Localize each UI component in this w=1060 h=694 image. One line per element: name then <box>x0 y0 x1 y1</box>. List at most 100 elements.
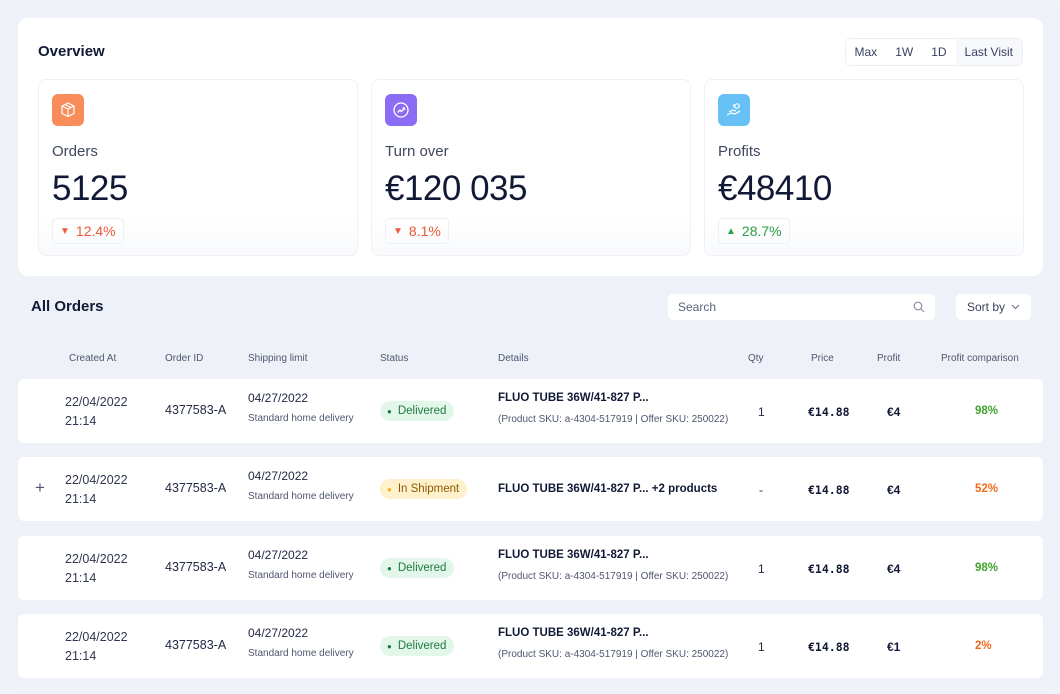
table-row[interactable]: 22/04/2022 21:14 4377583-A 04/27/2022 St… <box>18 614 1043 678</box>
trend-up-icon <box>385 94 417 126</box>
turnover-card-value: €120 035 <box>385 169 527 208</box>
product-name: FLUO TUBE 36W/41-827 P... <box>498 549 649 561</box>
created-time: 21:14 <box>65 492 97 506</box>
shipping-date: 04/27/2022 <box>248 469 309 483</box>
sort-by-dropdown[interactable]: Sort by <box>956 294 1031 320</box>
price-cell: €14.88 <box>808 405 850 419</box>
column-header-profit[interactable]: Profit <box>877 353 901 364</box>
profit-comparison-cell: 98% <box>975 405 999 417</box>
shipping-method: Standard home delivery <box>248 413 354 424</box>
shipping-date: 04/27/2022 <box>248 391 309 405</box>
created-date: 22/04/2022 <box>65 395 128 409</box>
shipping-date: 04/27/2022 <box>248 548 309 562</box>
shipping-limit-cell: 04/27/2022 Standard home delivery <box>248 391 354 424</box>
package-icon <box>52 94 84 126</box>
shipping-method: Standard home delivery <box>248 648 354 659</box>
range-last-visit-button[interactable]: Last Visit <box>955 39 1022 65</box>
qty-cell: 1 <box>758 405 765 419</box>
table-row[interactable]: 22/04/2022 21:14 4377583-A 04/27/2022 St… <box>18 536 1043 600</box>
order-id-cell: 4377583-A <box>165 638 227 652</box>
orders-card-delta: ▼ 12.4% <box>52 218 124 244</box>
order-id-cell: 4377583-A <box>165 403 227 417</box>
turnover-card-label: Turn over <box>385 143 449 160</box>
created-date: 22/04/2022 <box>65 630 128 644</box>
created-time: 21:14 <box>65 649 97 663</box>
status-badge: ● Delivered <box>380 636 455 656</box>
column-header-qty[interactable]: Qty <box>748 353 764 364</box>
turnover-card-delta: ▼ 8.1% <box>385 218 449 244</box>
profit-cell: €4 <box>887 562 901 576</box>
column-header-shipping-limit[interactable]: Shipping limit <box>248 353 308 364</box>
profit-cell: €4 <box>887 483 901 497</box>
shipping-limit-cell: 04/27/2022 Standard home delivery <box>248 626 354 659</box>
order-id-cell: 4377583-A <box>165 481 227 495</box>
status-dot-icon: ● <box>387 484 392 494</box>
qty-cell: - <box>759 483 763 497</box>
status-label: In Shipment <box>397 483 460 495</box>
search-input[interactable] <box>678 300 898 314</box>
orders-card-label: Orders <box>52 143 98 160</box>
trend-down-icon: ▼ <box>60 225 70 237</box>
orders-card-value: 5125 <box>52 169 128 208</box>
column-header-order-id[interactable]: Order ID <box>165 353 204 364</box>
product-sku: (Product SKU: a-4304-517919 | Offer SKU:… <box>498 571 729 582</box>
qty-cell: 1 <box>758 562 765 576</box>
price-cell: €14.88 <box>808 640 850 654</box>
turnover-card-delta-value: 8.1% <box>408 223 441 239</box>
shipping-limit-cell: 04/27/2022 Standard home delivery <box>248 548 354 581</box>
created-time: 21:14 <box>65 571 97 585</box>
column-header-profit-comparison[interactable]: Profit comparison <box>941 353 1019 364</box>
created-at-cell: 22/04/2022 21:14 <box>65 550 128 588</box>
range-1w-button[interactable]: 1W <box>886 39 923 65</box>
status-badge: ● Delivered <box>380 558 455 578</box>
range-selector: Max 1W 1D Last Visit <box>844 38 1023 66</box>
status-badge: ● In Shipment <box>380 479 468 499</box>
profit-comparison-cell: 98% <box>975 562 999 574</box>
status-dot-icon: ● <box>387 563 392 573</box>
search-icon[interactable] <box>913 301 925 313</box>
expand-row-plus-icon[interactable]: + <box>35 478 45 497</box>
status-badge: ● Delivered <box>380 401 455 421</box>
orders-title: All Orders <box>31 298 104 315</box>
profits-card: Profits €48410 ▲ 28.7% <box>704 79 1024 256</box>
created-at-cell: 22/04/2022 21:14 <box>65 393 128 431</box>
details-cell: FLUO TUBE 36W/41-827 P... +2 products <box>498 483 717 495</box>
created-at-cell: 22/04/2022 21:14 <box>65 471 128 509</box>
profit-cell: €4 <box>887 405 901 419</box>
column-header-status[interactable]: Status <box>380 353 409 364</box>
product-name: FLUO TUBE 36W/41-827 P... <box>498 627 649 639</box>
status-label: Delivered <box>397 405 447 417</box>
created-time: 21:14 <box>65 414 97 428</box>
orders-card: Orders 5125 ▼ 12.4% <box>38 79 358 256</box>
status-label: Delivered <box>397 640 447 652</box>
profits-card-label: Profits <box>718 143 761 160</box>
range-max-button[interactable]: Max <box>845 39 887 65</box>
table-row[interactable]: 22/04/2022 21:14 4377583-A 04/27/2022 St… <box>18 379 1043 443</box>
shipping-date: 04/27/2022 <box>248 626 309 640</box>
column-header-created-at[interactable]: Created At <box>69 353 117 364</box>
profits-card-delta: ▲ 28.7% <box>718 218 790 244</box>
created-date: 22/04/2022 <box>65 552 128 566</box>
profits-card-value: €48410 <box>718 169 832 208</box>
table-row[interactable]: + 22/04/2022 21:14 4377583-A 04/27/2022 … <box>18 457 1043 521</box>
orders-card-delta-value: 12.4% <box>75 223 116 239</box>
overview-panel: Overview Max 1W 1D Last Visit Orders 512… <box>18 18 1043 276</box>
trend-up-arrow-icon: ▲ <box>726 225 736 237</box>
shipping-method: Standard home delivery <box>248 491 354 502</box>
turnover-card: Turn over €120 035 ▼ 8.1% <box>371 79 691 256</box>
column-header-details[interactable]: Details <box>498 353 529 364</box>
price-cell: €14.88 <box>808 483 850 497</box>
trend-down-icon: ▼ <box>393 225 403 237</box>
order-id-cell: 4377583-A <box>165 560 227 574</box>
qty-cell: 1 <box>758 640 765 654</box>
profits-card-delta-value: 28.7% <box>741 223 782 239</box>
range-1d-button[interactable]: 1D <box>922 39 956 65</box>
status-dot-icon: ● <box>387 406 392 416</box>
column-header-price[interactable]: Price <box>811 353 834 364</box>
profit-cell: €1 <box>887 640 901 654</box>
search-box <box>668 294 935 320</box>
product-sku: (Product SKU: a-4304-517919 | Offer SKU:… <box>498 414 729 425</box>
status-label: Delivered <box>397 562 447 574</box>
price-cell: €14.88 <box>808 562 850 576</box>
